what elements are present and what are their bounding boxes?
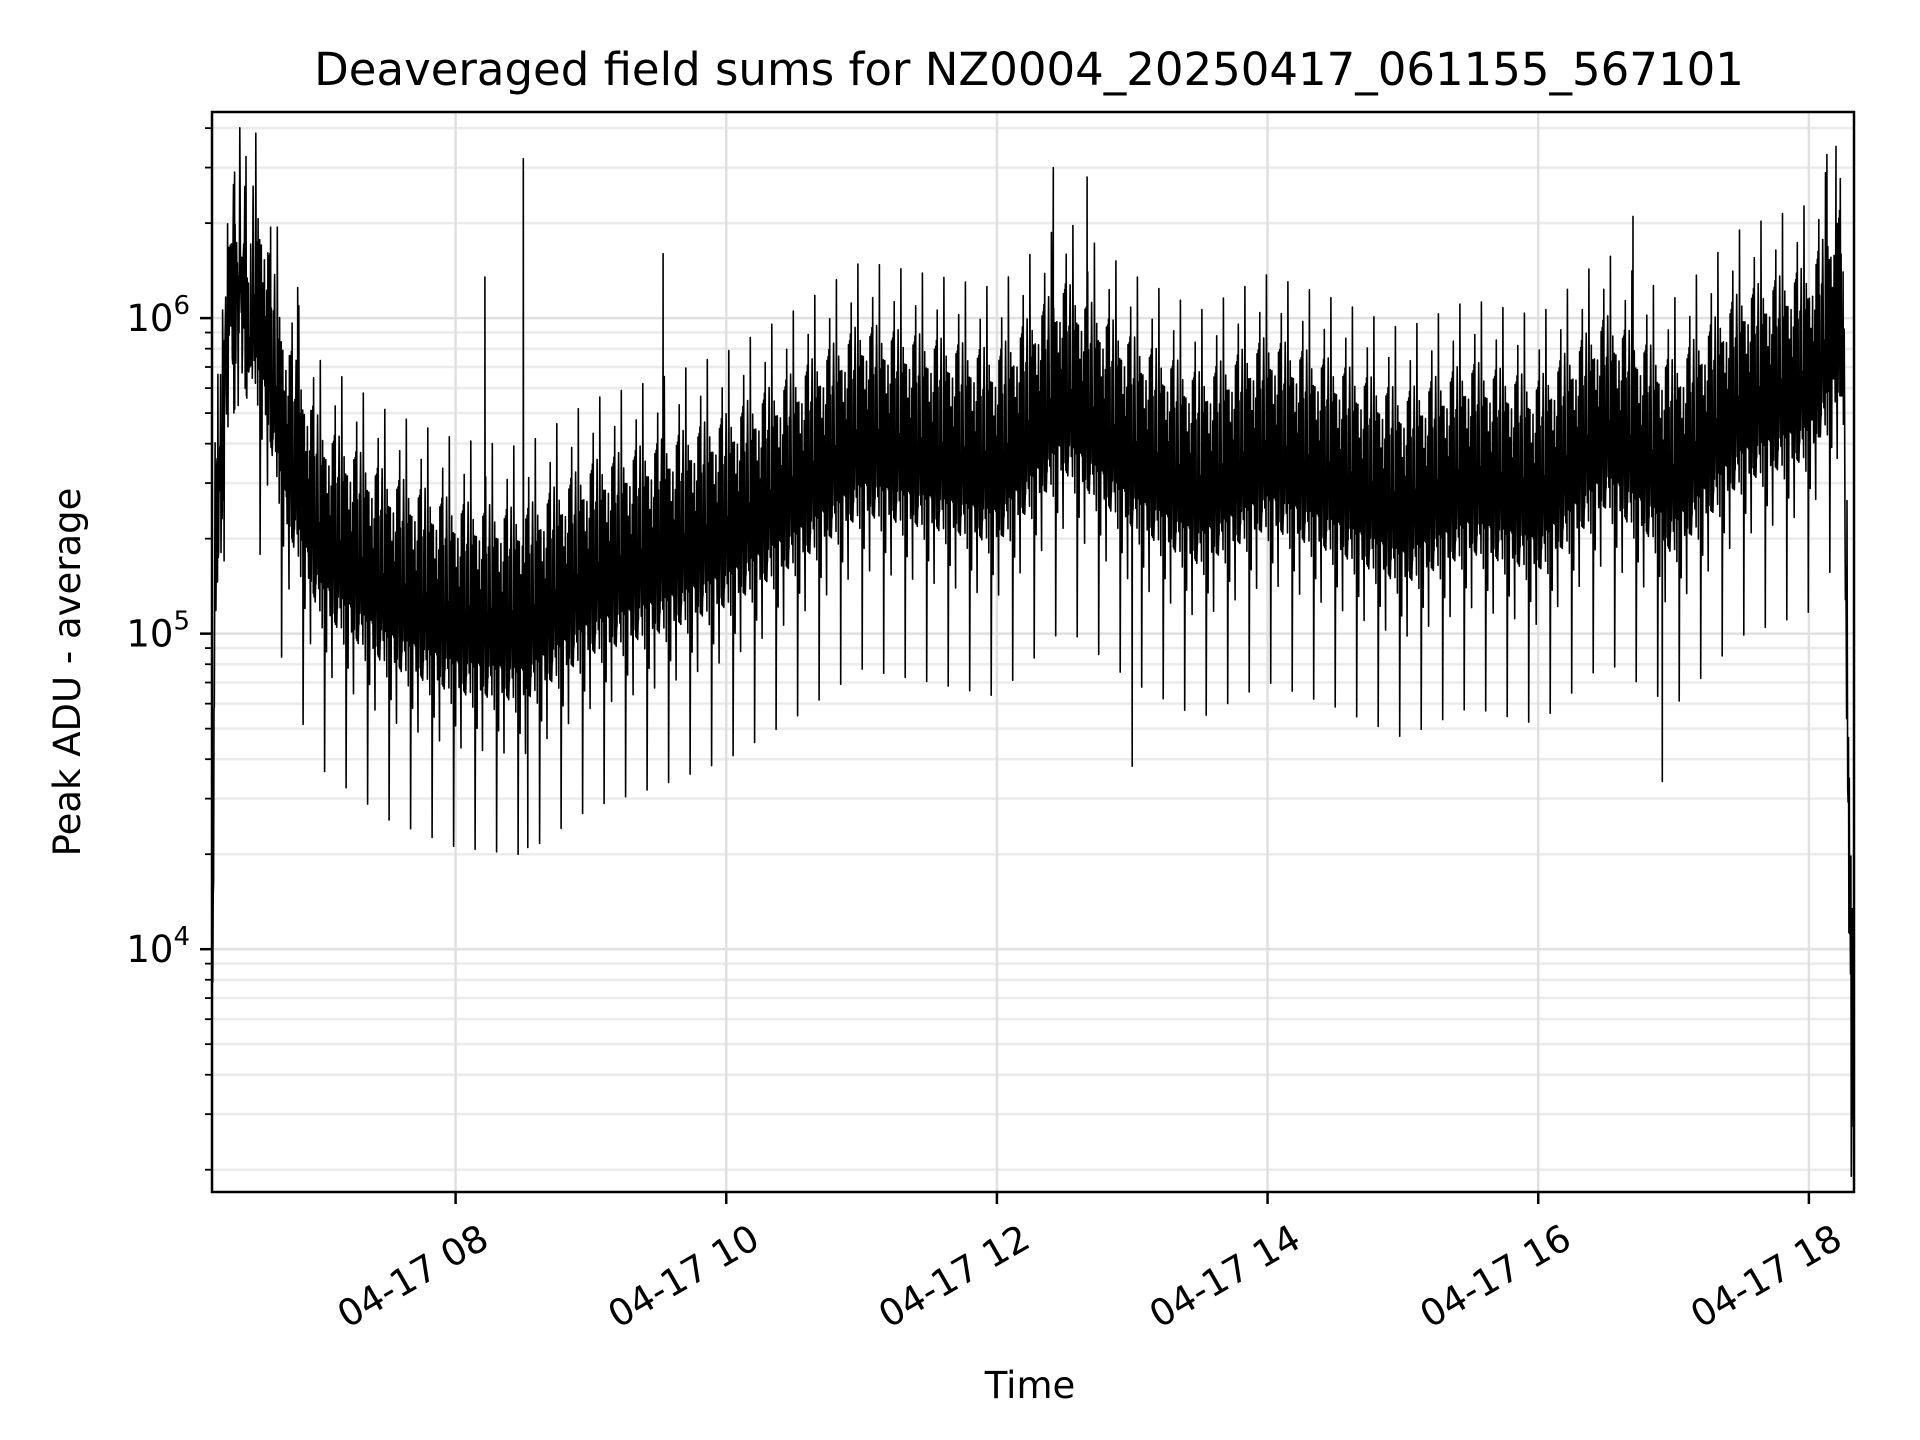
y-axis: 104 105 106 xyxy=(126,127,212,1171)
y-tick-label: 105 xyxy=(126,607,190,656)
series-line xyxy=(211,127,1855,1177)
plot-frame xyxy=(210,110,1856,1194)
y-tick-label: 106 xyxy=(126,291,190,340)
y-axis-label: Peak ADU - average xyxy=(46,488,89,857)
x-axis-label: Time xyxy=(984,1364,1076,1407)
chart-title: Deaveraged field sums for NZ0004_2025041… xyxy=(314,43,1744,96)
series-layer xyxy=(211,127,1855,1177)
y-tick-label: 104 xyxy=(126,922,190,971)
